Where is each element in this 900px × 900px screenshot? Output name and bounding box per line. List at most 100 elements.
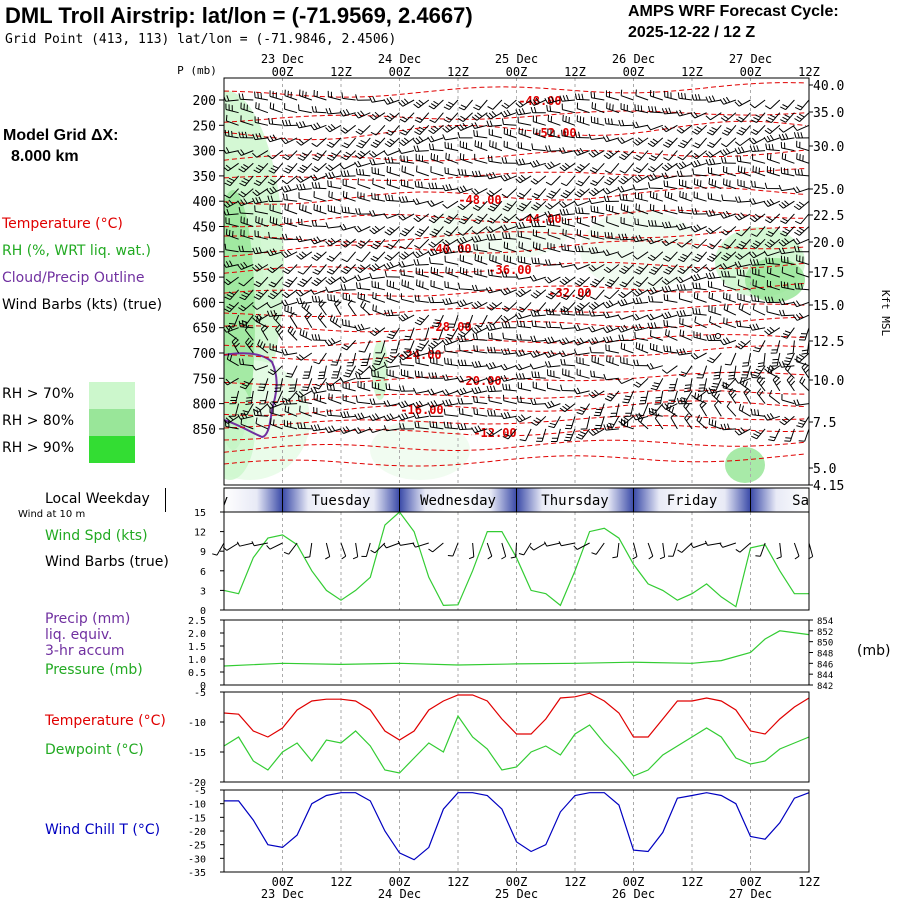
isotherm-line [224, 82, 807, 98]
bottom-date-label: 24 Dec [378, 887, 421, 900]
wind-barb [459, 266, 473, 278]
wind-barb [547, 228, 561, 240]
rh-swatch-70 [89, 382, 135, 409]
wind-barb [257, 378, 269, 392]
wind-barb [372, 304, 386, 316]
wind-barb [269, 90, 283, 101]
wind-barb [588, 246, 605, 254]
height-axis-label: Kft MSL [879, 290, 892, 337]
wind-barb [372, 178, 386, 190]
wind-barb [296, 297, 312, 305]
wind-barb [457, 131, 473, 139]
wind-barb [693, 178, 707, 190]
wind-barb [668, 378, 678, 392]
wind-barb [719, 148, 737, 157]
surface-wind-barb [510, 542, 517, 559]
wind-barb [399, 358, 415, 367]
wind-barb [705, 150, 722, 158]
wind-barb [328, 393, 342, 405]
weekday-label: Wednesday [420, 493, 496, 509]
wind-barb [428, 124, 444, 135]
wind-barb [428, 213, 444, 224]
wind-barb [430, 266, 444, 278]
wind-barb [502, 428, 517, 440]
surface-wind-barb [447, 542, 459, 557]
wind-barb [560, 188, 576, 199]
wind-barb [238, 358, 254, 367]
wind-barb [419, 327, 430, 341]
wind-barb [721, 238, 737, 250]
wind-barb [545, 145, 561, 152]
wind-barb [661, 238, 678, 247]
wind-barb [253, 409, 268, 417]
wind-barb [325, 171, 342, 179]
height-tick-label: 40.0 [813, 79, 844, 94]
wind-barb [781, 327, 795, 339]
wind-barb [299, 405, 312, 417]
wind-barb [749, 213, 766, 223]
wind-barb [224, 95, 239, 102]
wind-barb [588, 264, 605, 272]
pressure-tick-label: 300 [193, 145, 216, 160]
wind-barb [296, 183, 312, 191]
wind-barb [562, 114, 576, 126]
wind-barb [486, 120, 502, 127]
wind-barb [605, 204, 620, 215]
wind-barb [794, 226, 809, 236]
wind-barb [676, 238, 693, 248]
wind-barb [664, 90, 678, 101]
wind-barb [691, 390, 707, 400]
wind-barb [560, 308, 576, 316]
wind-barb [273, 312, 283, 329]
wind-barb [530, 106, 546, 114]
wind-barb [330, 352, 342, 366]
wind-barb [724, 352, 737, 366]
legend-accum: 3-hr accum [45, 643, 125, 659]
wind-barb [403, 340, 415, 353]
isotherm-line [224, 187, 807, 205]
wind-barb [386, 279, 400, 291]
wind-barb [296, 251, 313, 260]
wind-barb [326, 409, 342, 417]
wind-barb [530, 200, 547, 211]
wind-barb [325, 377, 342, 387]
wind-barb [227, 326, 239, 341]
wind-barb [355, 94, 371, 101]
wind-barb [266, 186, 283, 195]
wind-barb [414, 180, 429, 190]
wind-barb [267, 150, 283, 160]
wind-barb [735, 196, 751, 203]
wind-barb [281, 299, 298, 307]
wind-barb [225, 217, 239, 227]
wind-barb [224, 163, 225, 164]
wind-y-tick: 12 [194, 528, 206, 539]
wind-barb [501, 188, 517, 198]
wind-barb [518, 127, 532, 139]
wind-barb [339, 223, 356, 231]
wind-barb [414, 112, 430, 123]
rh-legend-70: RH > 70% [2, 386, 75, 402]
wind-barb [432, 327, 444, 341]
wind-y-tick: 15 [194, 508, 206, 519]
wind-barb [677, 137, 693, 149]
weekday-label: Satu [792, 493, 826, 509]
wind-barb [429, 226, 444, 237]
wind-barb [693, 331, 707, 341]
surface-wind-barb [352, 542, 359, 560]
wind-barb [517, 116, 532, 126]
wind-barb [456, 236, 473, 245]
wind-barb [752, 279, 766, 291]
wind-barb [427, 388, 444, 396]
wind-barb [441, 337, 459, 346]
wind-barb [632, 412, 649, 421]
wind-barb [796, 266, 809, 278]
wind-barb [485, 376, 503, 383]
wind-speed-line [223, 511, 809, 608]
wind-barb [370, 238, 386, 250]
wind-barb [225, 228, 239, 240]
wind-barb [678, 365, 693, 377]
wind-barb [720, 423, 736, 431]
wind-barb [690, 111, 707, 119]
wind-barb [485, 226, 503, 234]
wind-barb [398, 98, 415, 107]
